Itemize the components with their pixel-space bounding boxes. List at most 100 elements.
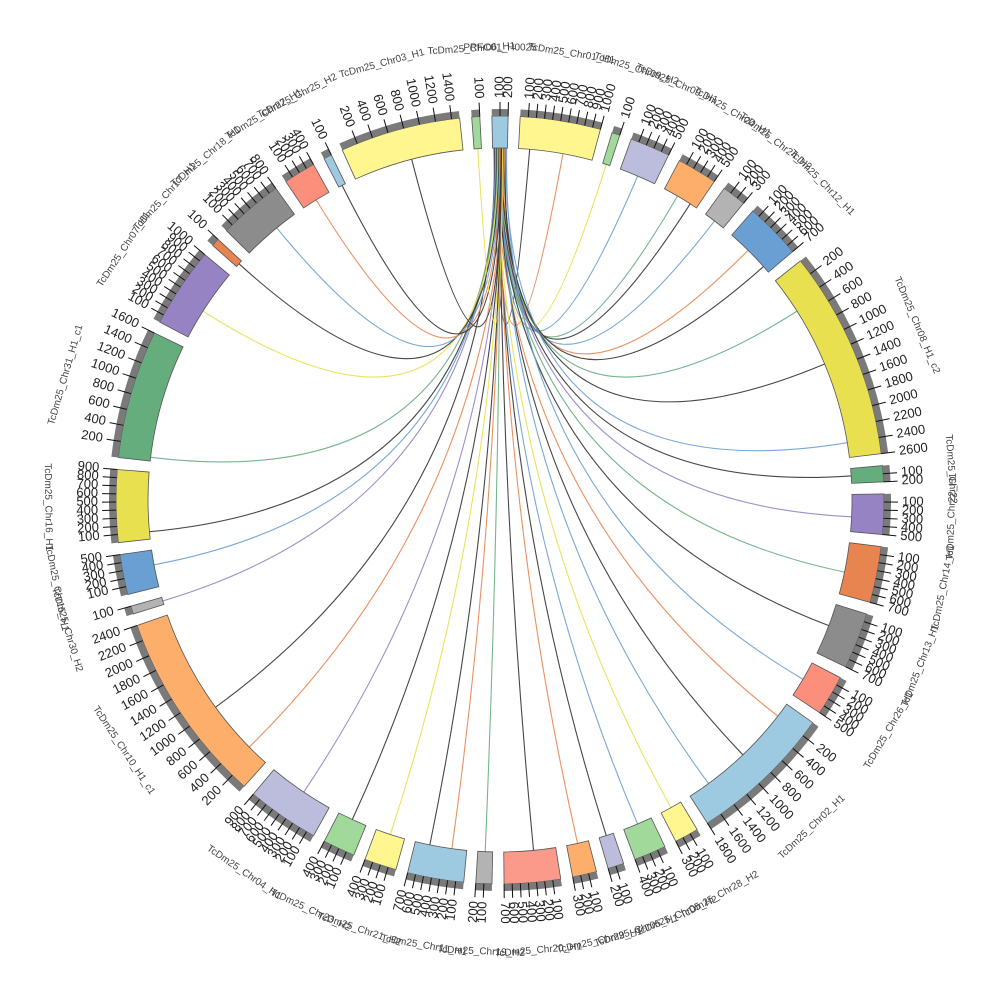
tick-mark [234,202,245,215]
tick-mark [823,705,837,714]
tick-mark [877,570,892,574]
link [505,148,848,452]
tick-label: 100 [77,528,100,545]
tick-mark [284,822,294,836]
sector [518,116,601,161]
tick-mark [106,438,121,442]
sector [623,817,666,860]
tick-mark [399,114,405,129]
sector [850,493,885,535]
tick-mark [713,169,723,182]
sector [663,159,715,209]
link [477,148,504,325]
tick-label: 600 [506,902,522,924]
tick-label: 200 [465,901,481,924]
tick-label: 600 [563,82,582,106]
tick-label: 2600 [898,439,929,457]
tick-mark [105,554,120,558]
tick-mark [857,353,871,360]
tick-mark [129,640,143,647]
tick-mark [291,160,300,173]
tick-label: 200 [902,502,924,518]
tick-label: 300 [643,870,665,896]
link [497,148,744,756]
sector [225,187,296,254]
tick-mark [584,111,589,126]
tick-mark [792,242,804,252]
tick-label: 200 [578,891,597,915]
tick-mark [736,186,747,199]
tick-label: 800 [77,467,100,483]
tick-mark [168,278,181,288]
links [149,147,852,852]
tick-label: 1000 [403,77,424,108]
tick-mark [163,286,177,295]
tick-label: 1400 [439,71,458,102]
tick-mark [173,271,186,281]
sector [471,116,482,150]
link [497,148,852,478]
tick-label: 400 [81,557,105,575]
tick-mark [599,115,605,130]
tick-mark [436,879,440,894]
tick-mark [102,476,117,479]
tick-mark [828,698,841,707]
tick-mark [260,181,270,194]
tick-mark [743,192,753,204]
axis-strip [320,148,332,159]
tick-mark [168,712,181,721]
tick-mark [403,872,409,887]
tick-mark [257,804,267,816]
tick-mark [449,105,453,120]
tick-label: 400 [343,873,365,899]
tick-mark [883,525,898,528]
sector [602,132,621,167]
sector [341,117,464,180]
tick-mark [668,142,676,156]
tick-label: 900 [589,87,609,112]
axis-strip [724,182,749,204]
tick-mark [367,862,374,876]
tick-mark [883,480,898,483]
sector [212,238,243,268]
tick-mark [102,525,117,528]
axis-strip [845,613,874,670]
tick-mark [324,142,332,156]
tick-mark [875,578,890,583]
tick-label: 800 [91,374,116,394]
tick-mark [351,130,358,144]
tick-mark [183,258,195,268]
sector [323,812,367,856]
tick-mark [776,223,787,234]
tick-label: 500 [79,549,103,567]
axis-strip [631,132,672,156]
tick-mark [159,293,172,302]
tick-mark [188,251,200,262]
link [494,148,779,717]
tick-mark [267,176,277,189]
axis-strip [112,554,128,597]
tick-label: 400 [547,79,565,103]
tick-mark [544,104,547,119]
tick-mark [855,644,869,651]
axis-strip [752,205,799,252]
tick-mark [420,876,424,891]
tick-mark [867,385,882,391]
tick-mark [880,554,895,558]
tick-mark [134,341,148,349]
tick-label: 400 [83,409,107,428]
tick-label: 100 [491,76,506,98]
sector [475,850,494,885]
tick-mark [150,684,164,693]
sector [704,187,745,229]
tick-mark [474,883,477,898]
link [315,147,501,339]
tick-label: 200 [607,883,628,908]
tick-mark [878,434,893,438]
tick-mark [781,760,793,771]
sector-name: TcDm25_Chr16_H1 [42,463,54,551]
tick-label: 2200 [892,403,923,424]
tick-mark [113,405,127,410]
tick-mark [291,827,300,840]
tick-mark [872,594,886,599]
